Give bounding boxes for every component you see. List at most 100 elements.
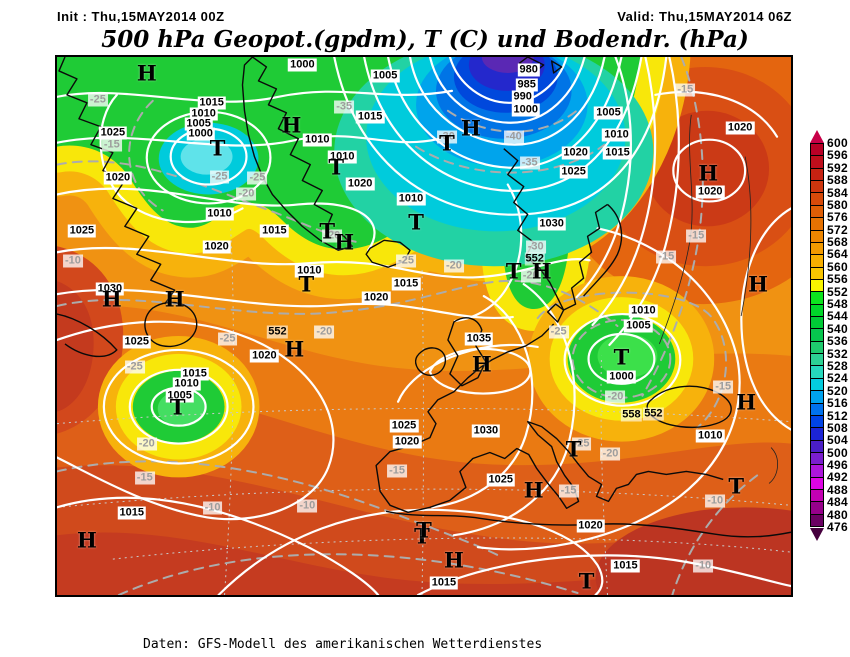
pressure-label: 1025 <box>98 126 128 140</box>
high-pressure-marker: H <box>281 112 302 138</box>
colorbar-band <box>811 464 823 477</box>
temperature-label: -20 <box>236 187 257 201</box>
colorbar-legend: 600 596 592 588 584 580 576 572 568 564 560 556 552 5… <box>810 129 850 541</box>
pressure-label: 1015 <box>260 224 289 238</box>
colorbar-band <box>811 291 823 304</box>
low-pressure-marker: T <box>613 344 630 370</box>
temperature-label: -20 <box>600 447 621 461</box>
colorbar-value-label: 540 <box>827 321 848 336</box>
temperature-label: -25 <box>217 332 238 346</box>
pressure-label: 1030 <box>537 217 566 231</box>
temperature-label: -10 <box>297 499 318 513</box>
low-pressure-marker: T <box>319 218 336 244</box>
colorbar-labels: 600 596 592 588 584 580 576 572 568 564 560 556 552 5… <box>827 136 850 534</box>
pressure-label: 1025 <box>122 335 152 349</box>
colorbar-band <box>811 439 823 452</box>
pressure-label: 1025 <box>486 473 516 487</box>
colorbar-value-label: 512 <box>827 408 848 423</box>
colorbar-value-label: 496 <box>827 458 848 473</box>
colorbar-value-label: 484 <box>827 495 848 510</box>
colorbar-value-label: 528 <box>827 358 848 373</box>
colorbar-band <box>811 365 823 378</box>
pressure-label: 1020 <box>103 171 133 185</box>
colorbar-value-label: 524 <box>827 371 848 386</box>
high-pressure-marker: H <box>460 115 481 141</box>
pressure-label: 1015 <box>429 576 459 590</box>
pressure-label: 1010 <box>303 133 332 147</box>
low-pressure-marker: T <box>169 394 186 420</box>
colorbar-band <box>811 229 823 242</box>
temperature-label: -35 <box>334 100 355 114</box>
colorbar-band <box>811 155 823 168</box>
colorbar-band <box>811 254 823 267</box>
pressure-label: 1030 <box>471 424 501 438</box>
colorbar-value-label: 584 <box>827 185 848 200</box>
pressure-label: 1020 <box>345 177 375 191</box>
pressure-label: 1000 <box>511 103 540 117</box>
colorbar-value-label: 588 <box>827 173 848 188</box>
pressure-label: 1000 <box>186 127 215 141</box>
pressure-label: 1010 <box>396 192 426 206</box>
low-pressure-marker: T <box>298 271 315 297</box>
colorbar-value-label: 572 <box>827 222 848 237</box>
pressure-label: 1005 <box>594 106 623 120</box>
colorbar-value-label: 516 <box>827 396 848 411</box>
geopotential-label: 552 <box>643 407 664 421</box>
pressure-label: 1025 <box>389 419 419 433</box>
colorbar-value-label: 488 <box>827 482 848 497</box>
colorbar-band <box>811 414 823 428</box>
pressure-label: 1020 <box>202 240 231 254</box>
temperature-label: -25 <box>548 325 569 339</box>
map-graphic <box>57 57 791 595</box>
colorbar-value-label: 532 <box>827 346 848 361</box>
colorbar-arrow-up-icon <box>810 130 824 143</box>
high-pressure-marker: H <box>136 60 157 86</box>
temperature-label: -20 <box>136 437 157 451</box>
temperature-label: -10 <box>63 254 83 268</box>
pressure-label: 1010 <box>189 107 218 121</box>
temperature-label: -30 <box>436 130 457 144</box>
temperature-label: -25 <box>209 170 230 184</box>
colorbar-value-label: 552 <box>827 284 848 299</box>
low-pressure-marker: T <box>414 523 430 549</box>
temperature-label: -10 <box>693 559 714 573</box>
pressure-label: 1010 <box>695 429 725 443</box>
colorbar-band <box>811 489 823 502</box>
low-pressure-marker: T <box>505 258 522 284</box>
pressure-label: 980 <box>517 63 540 77</box>
temperature-label: -30 <box>525 240 546 254</box>
colorbar-band <box>811 451 823 465</box>
temperature-label: -25 <box>87 93 108 107</box>
temperature-label: -15 <box>713 380 734 394</box>
pressure-label: 1000 <box>607 370 636 384</box>
temperature-label: -15 <box>558 484 579 498</box>
high-pressure-marker: H <box>698 160 719 186</box>
pressure-label: 990 <box>511 90 534 104</box>
temperature-label: -15 <box>686 229 707 243</box>
pressure-label: 1010 <box>629 304 658 318</box>
colorbar-band <box>811 377 823 391</box>
geopotential-label: 552 <box>524 252 545 266</box>
colorbar-value-label: 544 <box>827 309 848 324</box>
temperature-label: -20 <box>314 325 335 339</box>
temperature-label: -10 <box>202 501 223 515</box>
temperature-label: -15 <box>656 250 677 264</box>
colorbar-band <box>811 217 823 230</box>
temperature-label: -25 <box>124 360 145 374</box>
temperature-label: -20 <box>605 390 626 404</box>
pressure-label: 1020 <box>361 291 391 305</box>
temperature-label: -15 <box>101 138 122 152</box>
colorbar-band <box>811 427 823 440</box>
colorbar-band <box>811 513 823 527</box>
low-pressure-marker: T <box>578 568 595 594</box>
colorbar-band <box>811 144 823 156</box>
temperature-label: -20 <box>322 229 343 243</box>
temperature-label: -15 <box>675 83 696 97</box>
colorbar-value-label: 600 <box>827 136 848 150</box>
pressure-label: 1005 <box>624 319 653 333</box>
pressure-label: 1005 <box>165 389 194 403</box>
pressure-label: 1015 <box>197 96 226 110</box>
temperature-label: -25 <box>247 171 268 185</box>
high-pressure-marker: H <box>531 258 552 284</box>
high-pressure-marker: H <box>523 477 544 503</box>
